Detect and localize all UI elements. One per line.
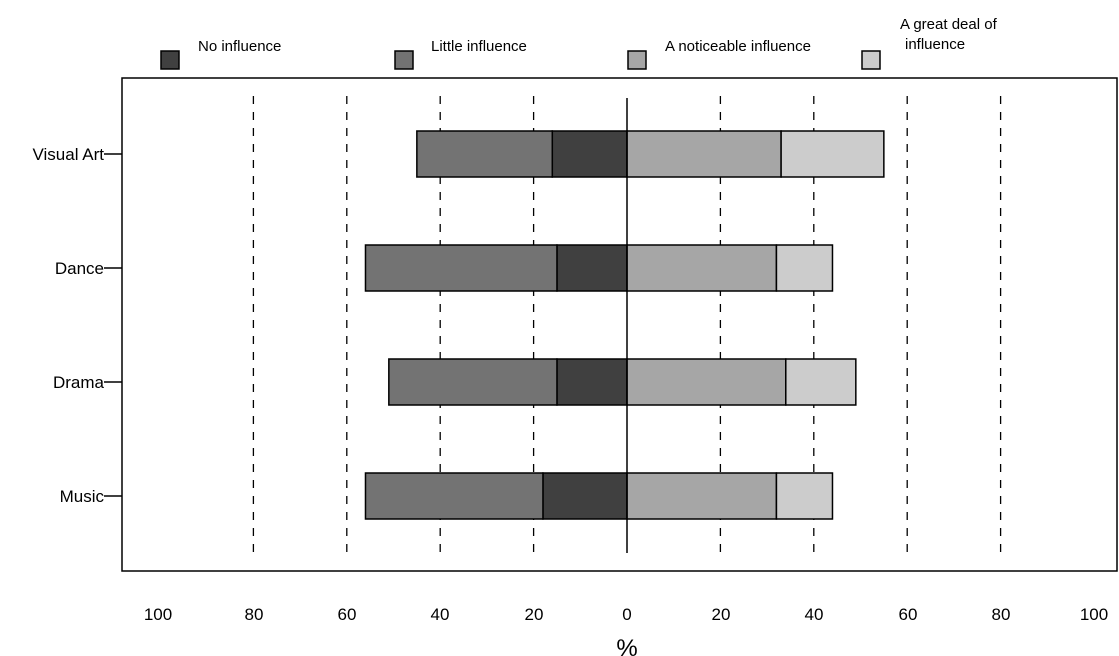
x-axis-title: % xyxy=(616,635,637,656)
bar-segment xyxy=(626,130,782,178)
bar-segment xyxy=(416,130,554,178)
bar-segment xyxy=(542,472,628,520)
legend-label: A great deal of xyxy=(900,16,998,33)
legend-swatch xyxy=(861,50,881,70)
x-tick-label: 100 xyxy=(144,605,172,624)
x-tick-label: 20 xyxy=(525,605,544,624)
category-label: Music xyxy=(60,487,105,506)
x-tick-label: 80 xyxy=(992,605,1011,624)
category-axis: Visual Art Dance Drama Music xyxy=(32,145,122,506)
bar-segment xyxy=(775,472,834,520)
legend-label: No influence xyxy=(198,38,281,55)
x-tick-label: 40 xyxy=(805,605,824,624)
legend: No influence Little influence A noticeable… xyxy=(160,16,998,70)
bar-segment xyxy=(556,244,628,292)
bar-segment xyxy=(364,244,558,292)
category-label: Visual Art xyxy=(32,145,104,164)
x-tick-label: 100 xyxy=(1080,605,1108,624)
legend-swatch xyxy=(394,50,414,70)
bar-segment xyxy=(626,244,778,292)
bar-segment xyxy=(556,358,628,406)
legend-swatch xyxy=(627,50,647,70)
x-tick-label: 60 xyxy=(899,605,918,624)
bar-segment xyxy=(780,130,885,178)
x-tick-label: 80 xyxy=(245,605,264,624)
bar-segment xyxy=(364,472,544,520)
x-tick-label: 40 xyxy=(431,605,450,624)
legend-swatch xyxy=(160,50,180,70)
bar-segment xyxy=(551,130,628,178)
bar-segment xyxy=(626,358,787,406)
bar-segment xyxy=(775,244,834,292)
legend-label: Little influence xyxy=(431,38,527,55)
category-label: Dance xyxy=(55,259,104,278)
bar-segment xyxy=(785,358,857,406)
bar-segment xyxy=(626,472,778,520)
x-tick-label: 20 xyxy=(712,605,731,624)
legend-label: A noticeable influence xyxy=(665,38,811,55)
bars xyxy=(364,130,885,520)
bar-segment xyxy=(388,358,558,406)
legend-label: influence xyxy=(905,36,965,53)
x-axis-ticks: 100 80 60 40 20 0 20 40 60 80 100 xyxy=(144,605,1108,624)
x-tick-label: 0 xyxy=(622,605,631,624)
category-label: Drama xyxy=(53,373,105,392)
plot-frame xyxy=(121,77,1118,572)
x-tick-label: 60 xyxy=(338,605,357,624)
